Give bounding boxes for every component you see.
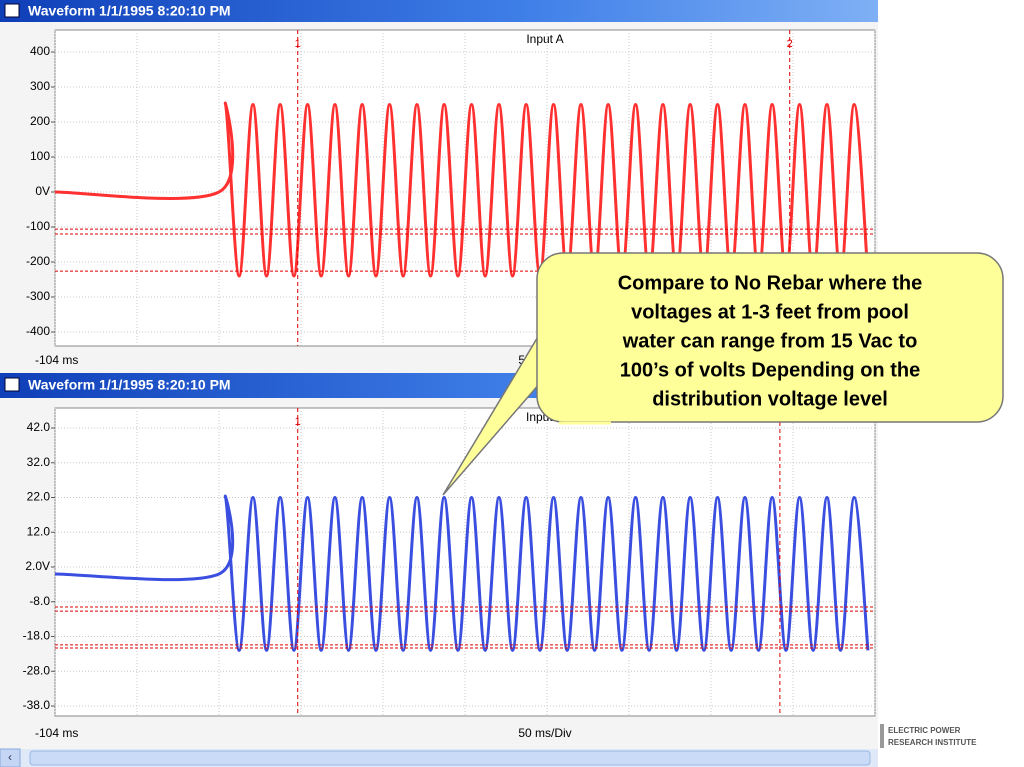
cursor-label: 1 xyxy=(295,38,301,50)
y-tick-label: 22.0 xyxy=(27,490,51,504)
x-axis-label: 50 ms/Div xyxy=(518,726,571,740)
callout: Compare to No Rebar where the voltages at… xyxy=(618,272,923,410)
window-title: Waveform 1/1/1995 8:20:10 PM xyxy=(28,3,231,19)
window-icon xyxy=(4,3,20,18)
y-tick-label: -400 xyxy=(26,324,50,338)
window-icon xyxy=(4,377,20,392)
y-tick-label: -300 xyxy=(26,289,50,303)
y-tick-label: 2.0V xyxy=(25,559,50,573)
cursor-label: 1 xyxy=(295,416,301,428)
title-bar[interactable] xyxy=(0,0,878,22)
waveform xyxy=(54,494,870,652)
callout-text: distribution voltage level xyxy=(652,388,888,410)
y-tick-label: -38.0 xyxy=(23,698,51,712)
x-tick-label: -104 ms xyxy=(35,726,78,740)
y-tick-label: 300 xyxy=(30,79,50,93)
y-tick-label: 42.0 xyxy=(27,420,51,434)
y-tick-label: -28.0 xyxy=(23,663,51,677)
arrow: ‹ xyxy=(8,750,12,764)
y-tick-label: -8.0 xyxy=(29,594,50,608)
y-tick-label: 12.0 xyxy=(27,524,51,538)
y-tick-label: -200 xyxy=(26,254,50,268)
charts: Input A 400 300 200 100 0V -100 -200 -300 -400 -10… xyxy=(23,29,876,740)
callout-box xyxy=(536,252,1004,423)
logo-text: ELECTRIC POWER xyxy=(888,726,961,735)
callout-text: Compare to No Rebar where the xyxy=(618,272,923,294)
y-tick-label: -100 xyxy=(26,219,50,233)
callout-text: voltages at 1-3 feet from pool xyxy=(631,301,909,323)
y-tick-label: -18.0 xyxy=(23,629,51,643)
x-tick-label: -104 ms xyxy=(35,353,78,367)
scroll-thumb[interactable] xyxy=(29,750,871,766)
callout-text: 100’s of volts Depending on the xyxy=(620,359,920,381)
cursor-label: 2 xyxy=(787,38,793,50)
callout-text: water can range from 15 Vac to xyxy=(622,330,918,352)
y-tick-label: 32.0 xyxy=(27,455,51,469)
logo-bar xyxy=(880,724,884,748)
y-tick-label: 100 xyxy=(30,149,50,163)
logo-text: RESEARCH INSTITUTE xyxy=(888,738,977,747)
y-tick-label: 0V xyxy=(35,184,50,198)
scroll-left[interactable] xyxy=(0,748,21,767)
y-tick-label: 400 xyxy=(30,44,50,58)
y-tick-label: 200 xyxy=(30,114,50,128)
window-title: Waveform 1/1/1995 8:20:10 PM xyxy=(28,377,231,393)
chart-title: Input A xyxy=(526,32,563,46)
